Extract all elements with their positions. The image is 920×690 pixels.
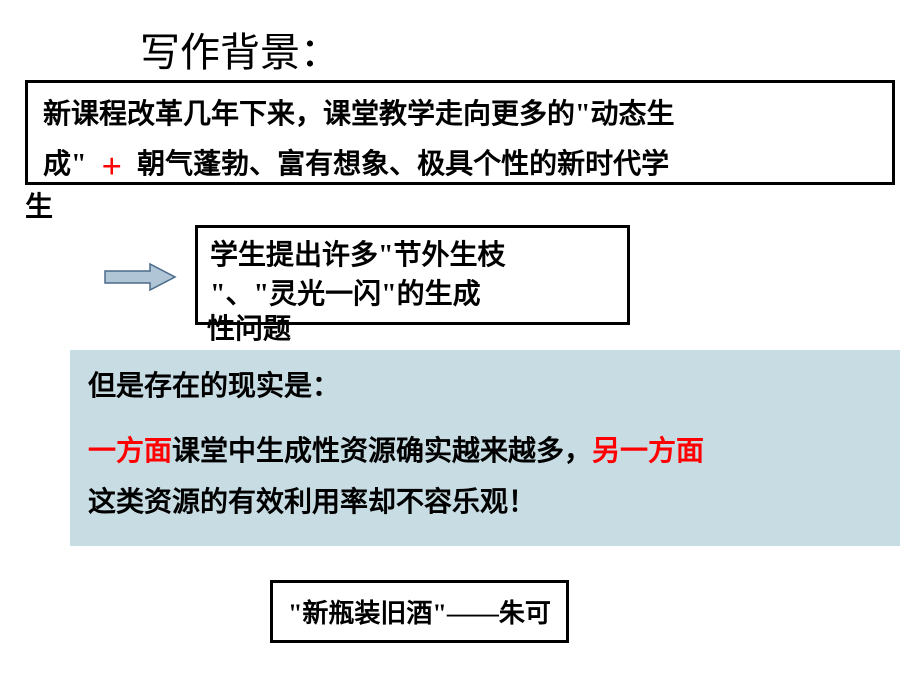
plus-icon: + [102,138,123,196]
highlight-red2: 另一方面 [592,436,704,467]
box1-overflow-text: 生 [25,185,53,225]
box1-line2-part2: 朝气蓬勃、富有想象、极具个性的新时代学 [137,149,669,180]
highlight-line1: 但是存在的现实是： [88,362,882,412]
page-title: 写作背景： [140,20,340,78]
quote-box: "新瓶装旧酒"——朱可 [270,580,569,643]
highlight-red1: 一方面 [88,436,172,467]
highlight-line3: 这类资源的有效利用率却不容乐观！ [88,478,882,528]
highlight-black1: 课堂中生成性资源确实越来越多， [172,436,592,467]
box1-line2-part1: 成" [43,149,87,180]
box2-line1: 学生提出许多"节外生枝 [210,240,506,271]
box1-line1: 新课程改革几年下来，课堂教学走向更多的"动态生 [43,99,675,130]
context-box-1: 新课程改革几年下来，课堂教学走向更多的"动态生 成" + 朝气蓬勃、富有想象、极… [25,80,895,185]
box2-line2: "、"灵光一闪"的生成 [210,279,481,310]
arrow-icon [100,262,180,297]
box2-overflow-text: 性问题 [195,307,291,347]
reality-highlight-block: 但是存在的现实是： 一方面课堂中生成性资源确实越来越多，另一方面 这类资源的有效… [70,350,900,546]
